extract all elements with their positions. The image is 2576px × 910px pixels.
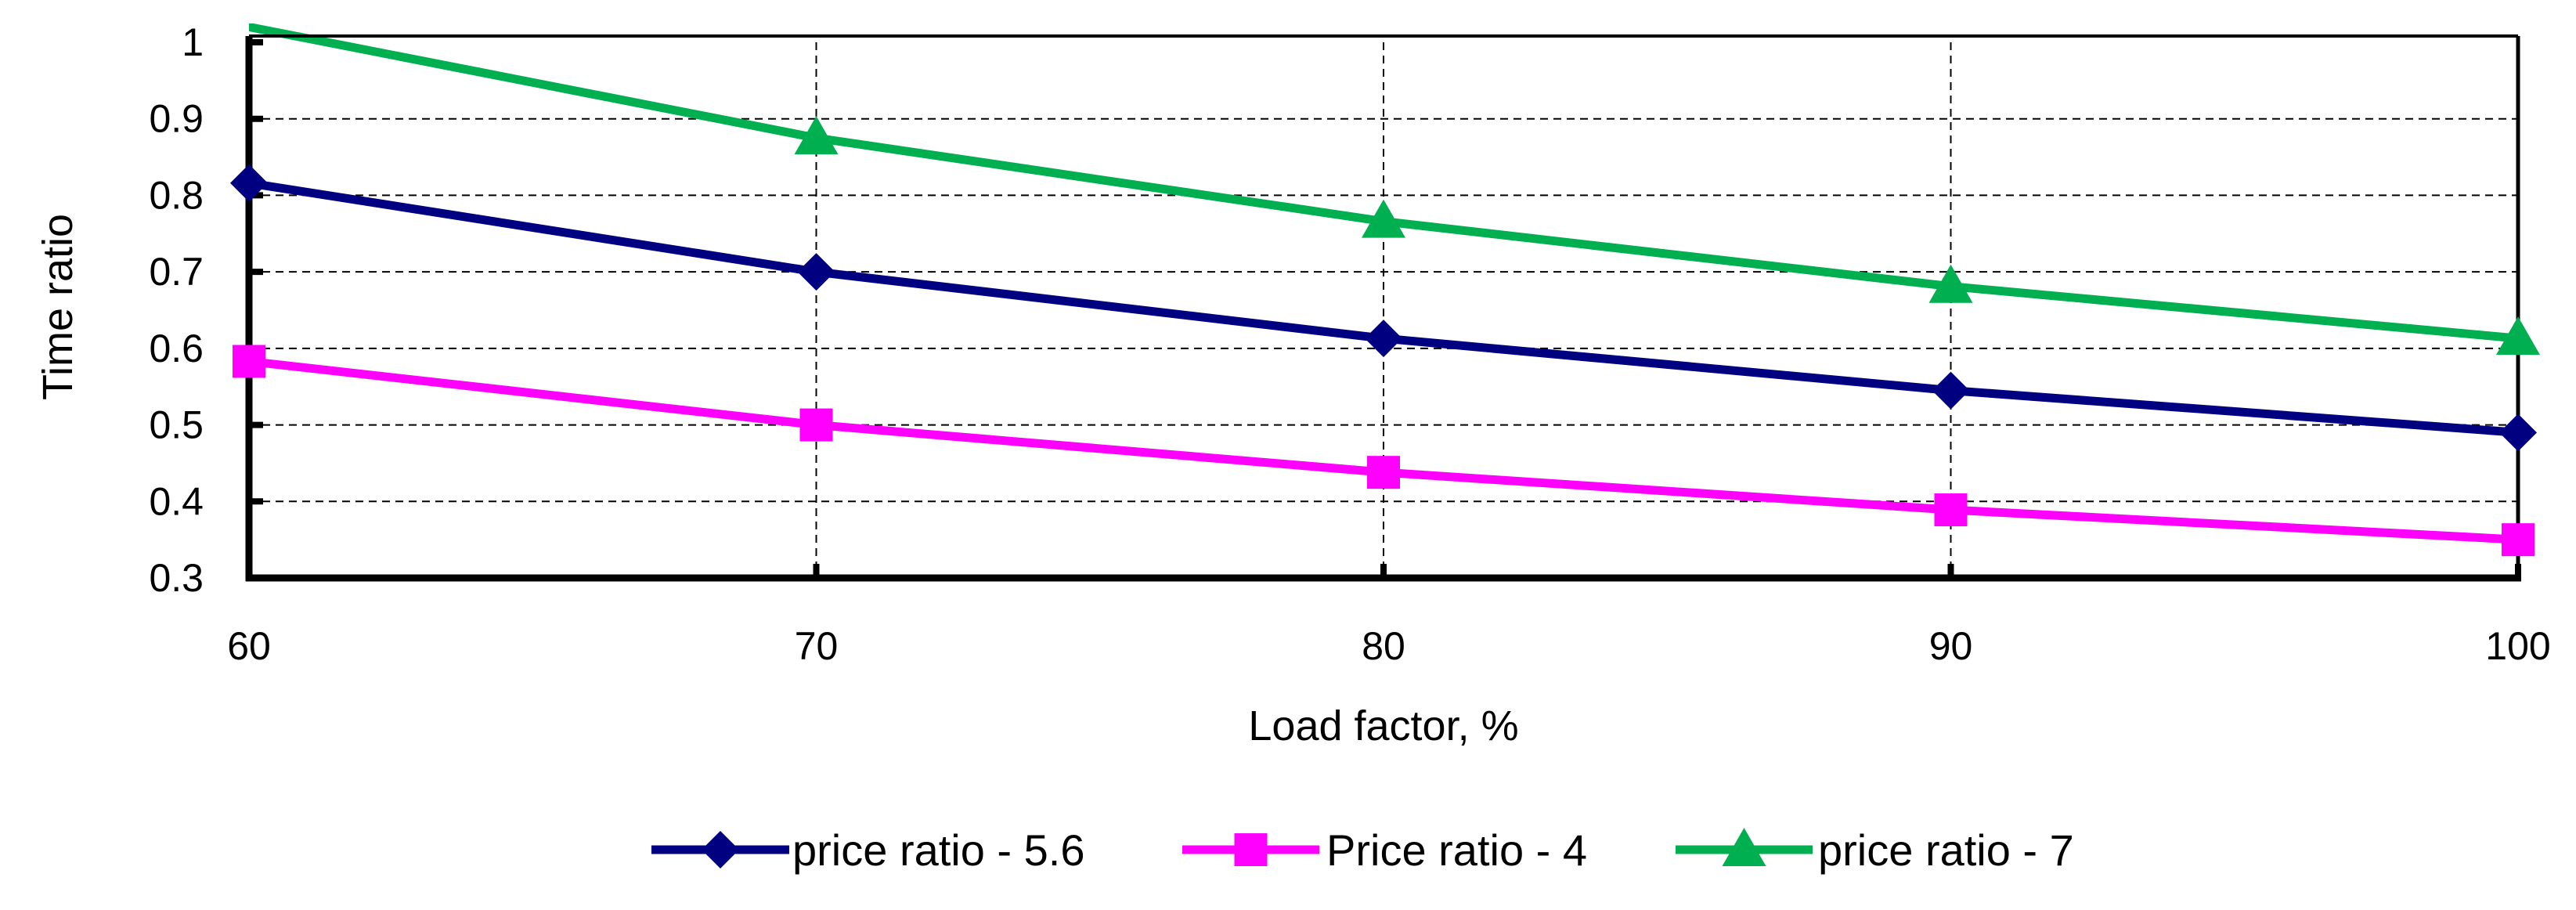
data-point-series-1 [797, 253, 835, 291]
x-tick-label: 80 [1362, 624, 1405, 668]
data-point-series-2 [2502, 523, 2535, 557]
tick-labels: 0.3 0.4 0.5 0.6 0.7 0.8 0.9 1 60 70 80 90 100 [149, 20, 2550, 668]
legend-marker [1722, 828, 1766, 866]
y-tick-label: 1 [182, 20, 204, 64]
x-tick-label: 70 [795, 624, 839, 668]
x-tick-label: 90 [1929, 624, 1973, 668]
data-point-series-1 [1365, 320, 1402, 358]
y-tick-label: 0.5 [149, 403, 204, 447]
data-point-series-3 [794, 116, 839, 155]
y-tick-label: 0.3 [149, 556, 204, 600]
y-tick-label: 0.8 [149, 173, 204, 217]
data-point-series-1 [2499, 413, 2537, 452]
data-point-series-2 [1367, 456, 1400, 489]
data-point-series-3 [1362, 199, 1405, 238]
legend: price ratio - 5.6 Price ratio - 4 price ra… [651, 825, 2074, 875]
legend-marker [702, 831, 739, 868]
y-tick-label: 0.9 [149, 97, 204, 141]
data-point-series-3 [1928, 264, 1973, 303]
y-tick-label: 0.6 [149, 327, 204, 370]
legend-label: price ratio - 5.6 [792, 825, 1085, 875]
data-point-series-2 [1934, 493, 1968, 527]
x-tick-label: 100 [2485, 624, 2550, 668]
legend-label: price ratio - 7 [1818, 825, 2074, 875]
axes [245, 34, 2521, 582]
x-tick-label: 60 [227, 624, 271, 668]
legend-marker [1234, 833, 1268, 866]
legend-label: Price ratio - 4 [1326, 825, 1587, 875]
y-tick-label: 0.4 [149, 479, 204, 523]
data-point-series-1 [1932, 371, 1970, 410]
y-tick-label: 0.7 [149, 250, 204, 294]
y-axis-title: Time ratio [34, 214, 81, 400]
data-point-series-3 [2496, 316, 2540, 356]
series-markers [230, 116, 2540, 557]
data-point-series-1 [230, 164, 268, 202]
x-axis-title: Load factor, % [1248, 702, 1518, 749]
data-point-series-2 [233, 345, 265, 378]
data-point-series-2 [799, 408, 833, 442]
